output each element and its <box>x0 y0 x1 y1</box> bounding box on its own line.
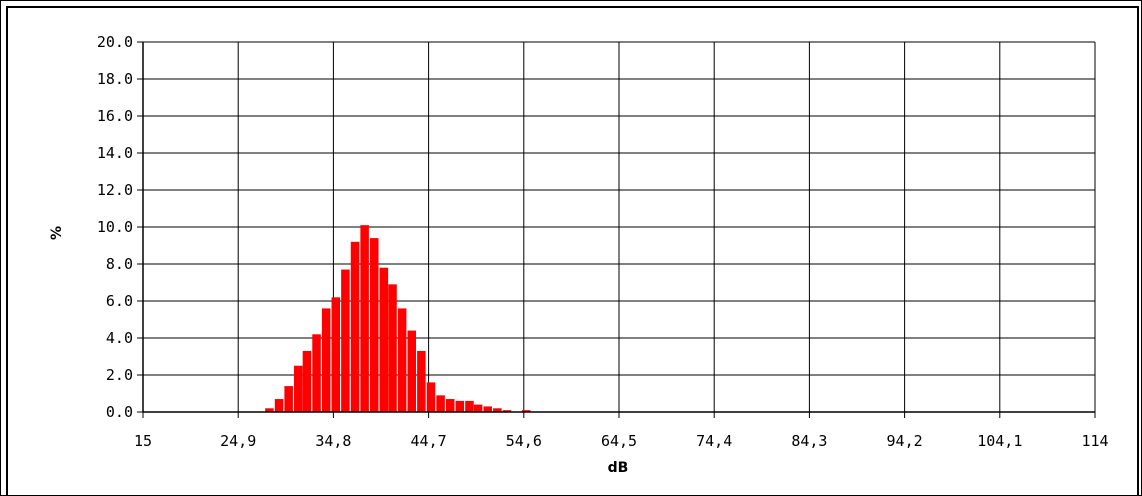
y-tick-label: 12.0 <box>97 181 133 199</box>
histogram-bar <box>341 269 350 412</box>
histogram-bar <box>417 350 426 412</box>
y-tick-label: 18.0 <box>97 70 133 88</box>
x-tick-label: 84,3 <box>791 432 827 450</box>
x-tick-label: 15 <box>134 432 152 450</box>
y-tick-label: 20.0 <box>97 33 133 51</box>
y-tick-label: 8.0 <box>106 255 133 273</box>
histogram-bar <box>436 395 445 412</box>
histogram-bar <box>274 399 284 412</box>
histogram-bar <box>360 225 369 412</box>
x-tick-label: 74,4 <box>696 432 732 450</box>
histogram-bar <box>397 308 407 412</box>
y-tick-label: 2.0 <box>106 366 133 384</box>
y-tick-labels: 0.0 2.0 4.0 6.0 8.0 10.0 12.0 14.0 16.0 18.0 20.0 <box>97 33 133 421</box>
x-tick-label: 94,2 <box>887 432 923 450</box>
histogram-bar <box>312 334 321 412</box>
x-axis-title: dB <box>608 460 629 476</box>
axes <box>137 41 1096 418</box>
y-tick-label: 10.0 <box>97 218 133 236</box>
y-tick-label: 6.0 <box>106 292 133 310</box>
y-axis-title: % <box>49 226 65 240</box>
histogram-bar <box>473 404 483 412</box>
histogram-bar <box>350 241 360 412</box>
histogram-bar <box>455 400 465 412</box>
inner-frame <box>6 6 1139 496</box>
histogram-bar <box>465 400 474 412</box>
histogram-bar <box>445 399 455 412</box>
histogram-bar <box>284 386 293 412</box>
histogram-bar <box>294 365 303 412</box>
histogram-bar <box>302 350 312 412</box>
x-tick-label: 44,7 <box>411 432 447 450</box>
histogram-bar <box>265 408 274 412</box>
histogram-bar <box>426 382 436 412</box>
x-tick-label: 34,8 <box>315 432 351 450</box>
y-tick-label: 16.0 <box>97 107 133 125</box>
histogram-bar <box>502 410 512 412</box>
histogram-bar <box>369 238 379 412</box>
histogram-bar <box>521 410 531 412</box>
y-tick-label: 4.0 <box>106 329 133 347</box>
x-tick-label: 64,5 <box>601 432 637 450</box>
histogram-bar <box>483 406 492 412</box>
x-tick-labels: 15 24,9 34,8 44,7 54,6 64,5 74,4 84,3 94,2 104,1 1… <box>134 432 1109 450</box>
x-tick-label: 54,6 <box>506 432 542 450</box>
x-tick-label: 24,9 <box>220 432 256 450</box>
y-tick-label: 0.0 <box>106 403 133 421</box>
grid-lines <box>142 41 1096 413</box>
y-tick-label: 14.0 <box>97 144 133 162</box>
histogram-bars <box>265 225 531 412</box>
x-tick-label: 104,1 <box>977 432 1022 450</box>
histogram-bar <box>321 308 331 412</box>
histogram-bar <box>493 408 502 412</box>
histogram-bar <box>407 330 417 412</box>
histogram-bar <box>379 267 389 412</box>
x-tick-label: 114 <box>1081 432 1108 450</box>
histogram-bar <box>331 297 341 412</box>
histogram-bar <box>388 284 397 412</box>
